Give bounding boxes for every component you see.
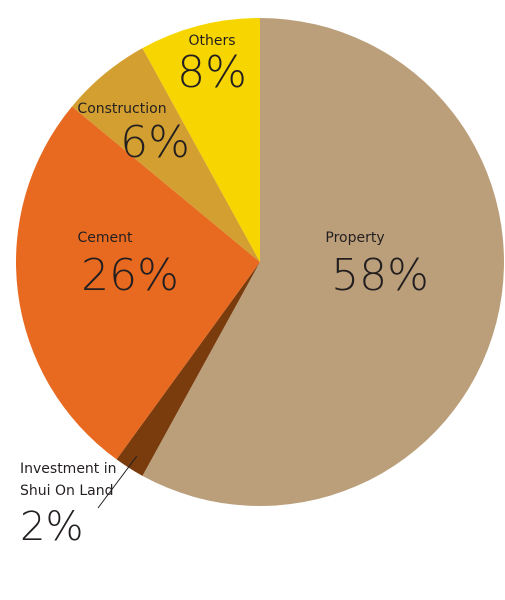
slice-label: Property	[325, 230, 384, 246]
slice-label: Others	[188, 33, 235, 49]
pie-slice	[71, 48, 260, 263]
value-label: 8%	[177, 47, 247, 98]
value-label: 58%	[331, 250, 429, 301]
slice-label: Cement	[77, 230, 133, 246]
outside-label: Investment in Shui On Land 2%	[20, 458, 150, 550]
value-label: 26%	[81, 250, 179, 301]
pie-slice	[142, 18, 260, 262]
slice-label: Investment in Shui On Land	[20, 461, 117, 499]
pie-slice	[116, 262, 260, 476]
slice-label: Construction	[77, 101, 166, 117]
pie-slice	[15, 106, 260, 460]
pie-slice	[142, 18, 505, 506]
value-label: 2%	[20, 504, 84, 550]
value-label: 6%	[120, 117, 190, 168]
leader-line	[97, 455, 138, 509]
